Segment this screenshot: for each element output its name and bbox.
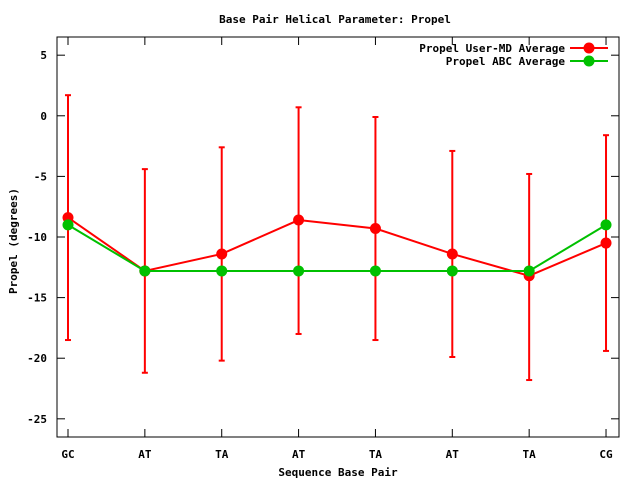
x-tick-label: TA (523, 448, 537, 461)
y-tick-label: -10 (27, 231, 47, 244)
x-tick-label: CG (599, 448, 613, 461)
x-tick-label: TA (215, 448, 229, 461)
data-point (446, 265, 458, 277)
y-tick-label: -5 (34, 170, 47, 183)
x-tick-label: AT (446, 448, 460, 461)
data-point (293, 214, 305, 226)
data-point (523, 265, 535, 277)
data-point (446, 248, 458, 260)
data-point (293, 265, 305, 277)
data-point (600, 219, 612, 231)
y-tick-label: -20 (27, 352, 47, 365)
x-tick-label: TA (369, 448, 383, 461)
x-tick-label: AT (138, 448, 152, 461)
legend-marker (583, 42, 595, 54)
y-tick-label: 5 (40, 49, 47, 62)
data-point (62, 219, 74, 231)
legend-marker (583, 55, 595, 67)
y-tick-label: -15 (27, 292, 47, 305)
y-tick-label: 0 (40, 110, 47, 123)
data-point (216, 265, 228, 277)
chart-title: Base Pair Helical Parameter: Propel (219, 13, 451, 26)
y-axis-ticks: 5 0 -5 -10 -15 -20 -25 (27, 49, 619, 426)
x-tick-label: GC (61, 448, 74, 461)
series-line (67, 216, 607, 277)
data-point (369, 265, 381, 277)
series-1 (62, 94, 612, 382)
data-point (600, 237, 612, 249)
x-axis-ticks: GC AT TA AT TA AT TA CG (61, 37, 613, 461)
series-2 (62, 219, 612, 277)
legend-label: Propel User-MD Average (419, 42, 565, 55)
y-tick-label: -25 (27, 413, 47, 426)
data-point (369, 223, 381, 235)
x-tick-label: AT (292, 448, 306, 461)
data-point (139, 265, 151, 277)
legend-label: Propel ABC Average (446, 55, 566, 68)
series-line (67, 224, 607, 272)
series-layer (62, 94, 612, 382)
plot-frame (56, 36, 620, 438)
y-axis-label: Propel (degrees) (7, 188, 20, 294)
x-axis-label: Sequence Base Pair (278, 466, 398, 479)
data-point (216, 248, 228, 260)
